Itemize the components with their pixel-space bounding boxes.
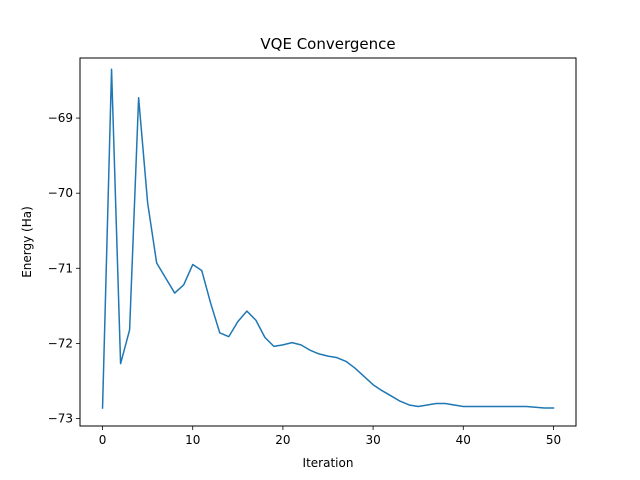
x-axis-label: Iteration xyxy=(303,456,354,470)
x-tick-label-1: 10 xyxy=(185,433,200,447)
y-tick-label-0: −73 xyxy=(48,411,73,425)
y-tick-label-1: −72 xyxy=(48,336,73,350)
x-tick-label-2: 20 xyxy=(275,433,290,447)
chart-title: VQE Convergence xyxy=(260,35,395,53)
x-tick-label-0: 0 xyxy=(99,433,107,447)
y-tick-label-2: −71 xyxy=(48,261,73,275)
x-tick-label-4: 40 xyxy=(456,433,471,447)
x-axis: 0 10 20 30 40 50 xyxy=(99,426,561,447)
x-tick-label-3: 30 xyxy=(365,433,380,447)
y-axis: −73 −72 −71 −70 −69 xyxy=(48,111,80,425)
axes-frame xyxy=(79,57,577,427)
y-tick-label-4: −69 xyxy=(48,111,73,125)
y-axis-label: Energy (Ha) xyxy=(20,206,34,278)
series-line-0 xyxy=(101,68,555,409)
plot-area xyxy=(101,68,555,409)
x-tick-label-5: 50 xyxy=(546,433,561,447)
y-tick-label-3: −70 xyxy=(48,186,73,200)
